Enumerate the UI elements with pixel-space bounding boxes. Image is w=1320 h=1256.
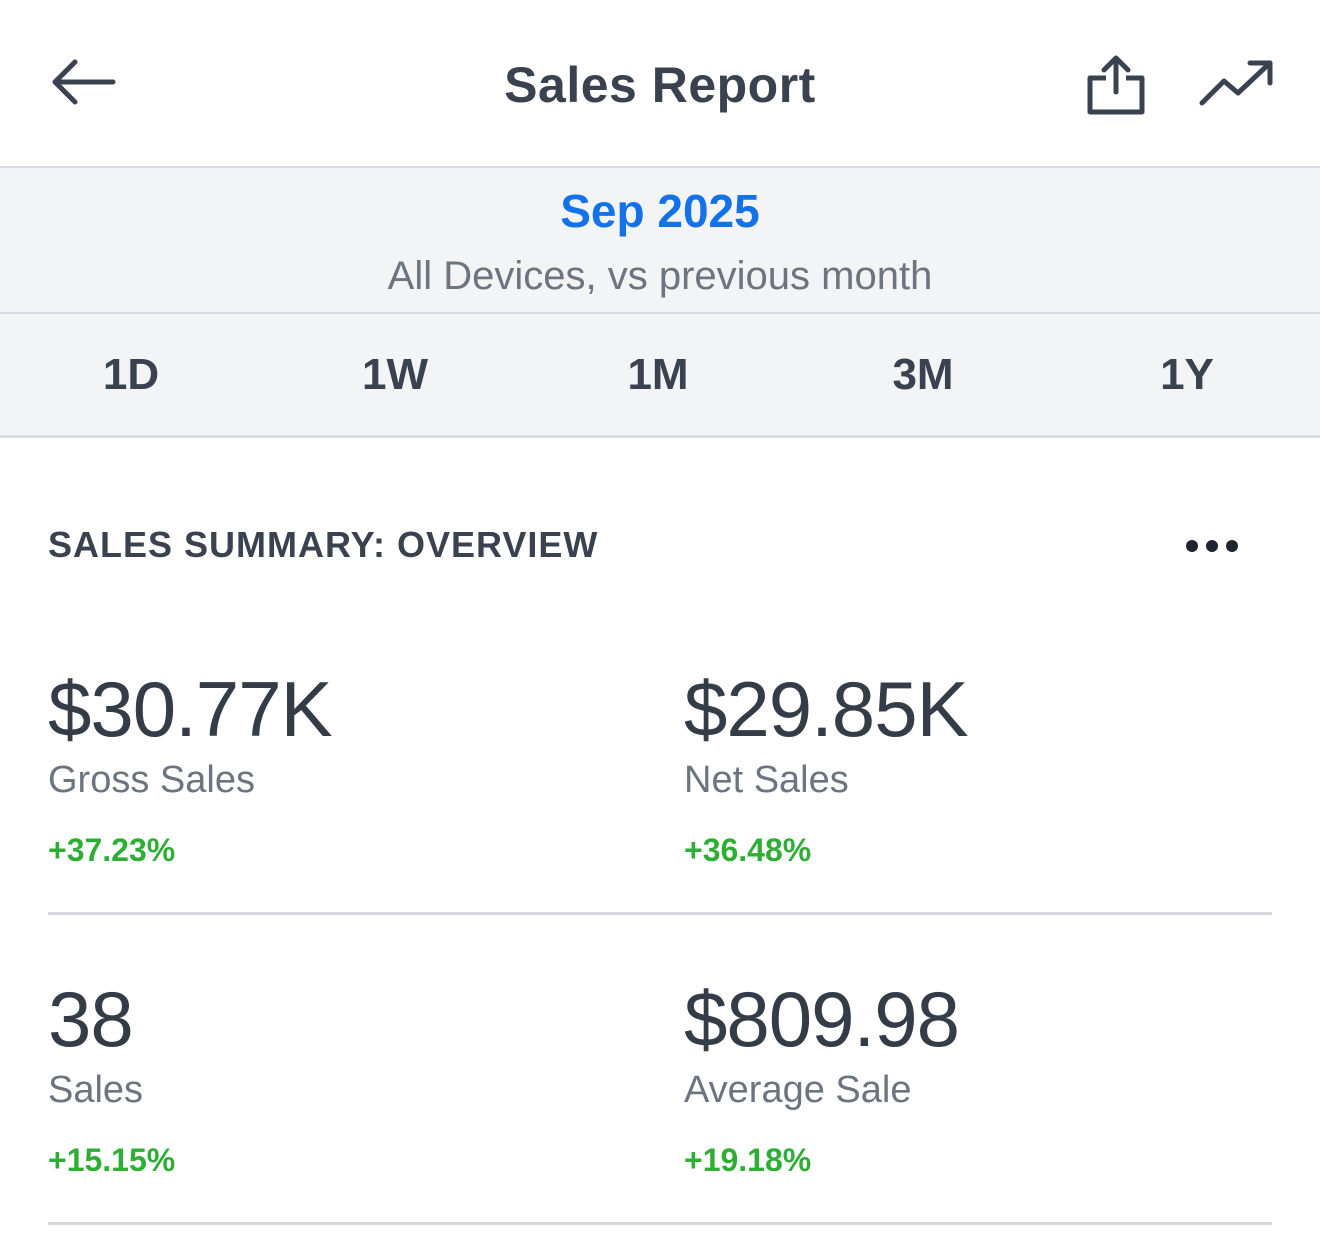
metric-value: $30.77K — [48, 665, 333, 753]
arrow-left-icon — [52, 59, 116, 105]
row-divider — [48, 1222, 1272, 1225]
metric-label: Average Sale — [684, 1069, 912, 1111]
tab-1d[interactable]: 1D — [102, 349, 160, 399]
period-selector[interactable]: Sep 2025 — [560, 185, 760, 237]
metric-change: +15.15% — [48, 1141, 176, 1178]
metric-gross-sales[interactable]: $30.77K Gross Sales +37.23% — [48, 665, 333, 869]
metric-net-sales[interactable]: $29.85K Net Sales +36.48% — [684, 665, 969, 869]
metric-average-sale[interactable]: $809.98 Average Sale +19.18% — [684, 975, 960, 1179]
metric-change: +19.18% — [684, 1141, 812, 1178]
metric-value: $809.98 — [684, 975, 960, 1063]
row-divider — [48, 912, 1272, 915]
trends-button[interactable] — [1194, 50, 1280, 116]
comparison-subtitle: All Devices, vs previous month — [387, 254, 933, 298]
tab-1w[interactable]: 1W — [362, 349, 428, 399]
metric-sales-count[interactable]: 38 Sales +15.15% — [48, 980, 175, 1179]
tab-1m[interactable]: 1M — [627, 349, 689, 399]
more-horizontal-icon — [1186, 540, 1238, 552]
metric-value: $29.85K — [684, 665, 969, 753]
metric-label: Sales — [48, 1069, 144, 1111]
metric-change: +37.23% — [48, 831, 176, 868]
tab-3m[interactable]: 3M — [892, 349, 954, 399]
share-icon — [1087, 55, 1145, 115]
metric-change: +36.48% — [684, 831, 812, 868]
back-button[interactable] — [42, 50, 122, 114]
share-button[interactable] — [1078, 46, 1154, 122]
trending-up-icon — [1199, 60, 1273, 106]
date-range-banner — [0, 168, 1320, 314]
section-title: SALES SUMMARY: OVERVIEW — [48, 524, 599, 565]
range-tabs: 1D 1W 1M 3M 1Y — [0, 314, 1320, 438]
metric-label: Gross Sales — [48, 759, 255, 801]
more-options-button[interactable] — [1176, 520, 1248, 572]
top-bar: Sales Report — [0, 0, 1320, 168]
tab-1y[interactable]: 1Y — [1160, 349, 1214, 399]
metric-label: Net Sales — [684, 759, 849, 801]
page-title: Sales Report — [504, 57, 816, 113]
metric-value: 38 — [48, 975, 134, 1063]
